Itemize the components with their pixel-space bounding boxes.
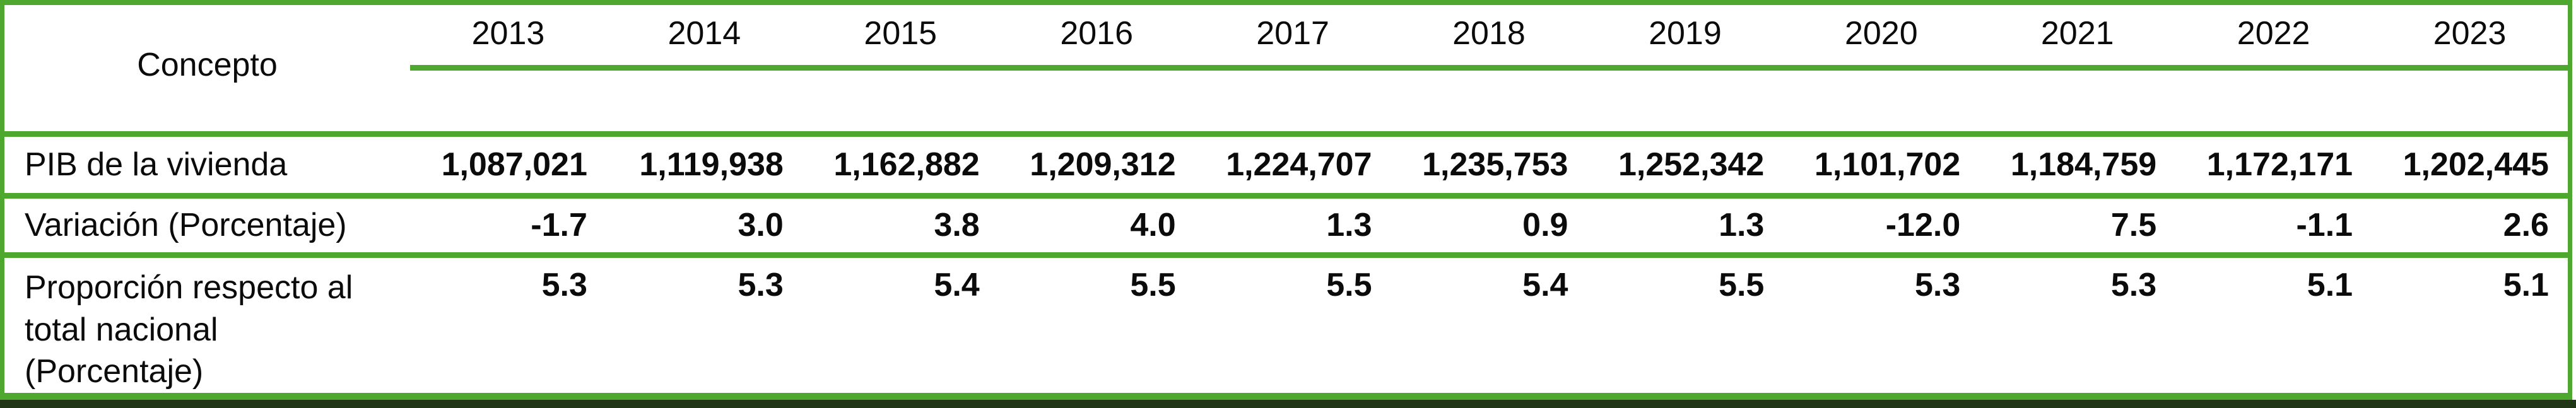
- value-cell: 1,209,312: [1030, 146, 1176, 183]
- concept-column-header: Concepto: [137, 47, 278, 83]
- table-row-pib: PIB de la vivienda 1,087,021 1,119,938 1…: [4, 137, 2568, 193]
- value-cell: 1,119,938: [639, 146, 784, 183]
- value-cell: 1,224,707: [1226, 146, 1372, 183]
- value-cell: 0.9: [1522, 206, 1568, 243]
- year-header-2018: 2018: [1452, 15, 1526, 52]
- value-cell: 5.5: [1326, 267, 1372, 303]
- value-cell: 5.3: [738, 267, 784, 303]
- value-cell: 5.1: [2503, 267, 2549, 303]
- table-header-row: Concepto 2013 2014 2015 2016 2017 2018 2…: [4, 5, 2568, 131]
- value-cell: 5.4: [1522, 267, 1568, 303]
- row-label: Proporción respecto al total nacional (P…: [25, 269, 353, 390]
- value-cell: 1,235,753: [1422, 146, 1568, 183]
- value-cell: -1.7: [531, 206, 587, 243]
- value-cell: 1,162,882: [833, 146, 980, 183]
- row-separator: [4, 252, 2568, 258]
- year-header-2017: 2017: [1256, 15, 1329, 52]
- value-cell: 5.5: [1130, 267, 1176, 303]
- year-header-2015: 2015: [864, 15, 938, 52]
- value-cell: 3.0: [738, 206, 784, 243]
- bottom-dark-bar: [0, 400, 2576, 408]
- pib-vivienda-table: Concepto 2013 2014 2015 2016 2017 2018 2…: [0, 0, 2572, 400]
- value-cell: 5.4: [934, 267, 980, 303]
- value-cell: 1,101,702: [1814, 146, 1961, 183]
- year-header-2014: 2014: [668, 15, 741, 52]
- value-cell: 1,087,021: [441, 146, 587, 183]
- value-cell: 4.0: [1130, 206, 1176, 243]
- value-cell: 1.3: [1719, 206, 1765, 243]
- year-header-2020: 2020: [1844, 15, 1918, 52]
- row-label: PIB de la vivienda: [25, 146, 288, 184]
- year-header-2013: 2013: [471, 15, 545, 52]
- year-header-2023: 2023: [2433, 15, 2507, 52]
- value-cell: 1,252,342: [1618, 146, 1765, 183]
- value-cell: 1,172,171: [2206, 146, 2353, 183]
- year-header-2022: 2022: [2237, 15, 2310, 52]
- row-separator: [4, 193, 2568, 199]
- value-cell: 5.5: [1719, 267, 1765, 303]
- table-row-variacion: Variación (Porcentaje) -1.7 3.0 3.8 4.0 …: [4, 199, 2568, 252]
- value-cell: 5.1: [2307, 267, 2353, 303]
- value-cell: -12.0: [1885, 206, 1961, 243]
- value-cell: 2.6: [2503, 206, 2549, 243]
- row-label: Variación (Porcentaje): [25, 207, 347, 244]
- value-cell: 7.5: [2110, 206, 2157, 243]
- year-header-underline: [410, 65, 2568, 71]
- year-header-2016: 2016: [1060, 15, 1134, 52]
- year-header-2021: 2021: [2040, 15, 2114, 52]
- value-cell: 1.3: [1326, 206, 1372, 243]
- row-separator: [4, 131, 2568, 137]
- value-cell: 1,184,759: [2010, 146, 2157, 183]
- value-cell: 3.8: [934, 206, 980, 243]
- value-cell: 5.3: [2110, 267, 2157, 303]
- value-cell: 5.3: [1914, 267, 1961, 303]
- year-header-2019: 2019: [1649, 15, 1722, 52]
- value-cell: 1,202,445: [2403, 146, 2549, 183]
- value-cell: 5.3: [541, 267, 587, 303]
- value-cell: -1.1: [2296, 206, 2353, 243]
- table-row-proporcion: Proporción respecto al total nacional (P…: [4, 258, 2568, 393]
